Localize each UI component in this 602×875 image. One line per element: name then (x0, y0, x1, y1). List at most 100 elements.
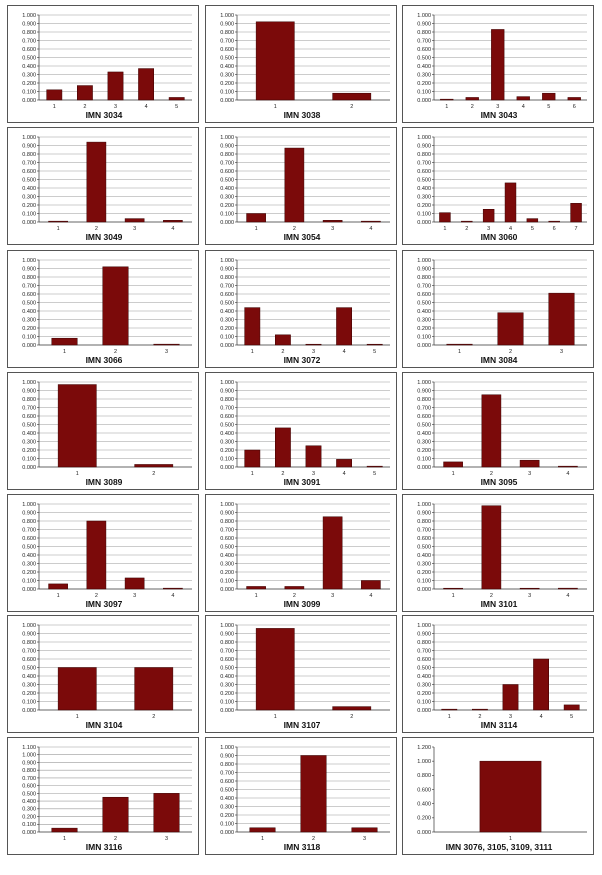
y-tick-label: 0.500 (220, 177, 234, 183)
x-tick-label: 1 (452, 593, 455, 599)
y-tick-label: 0.200 (220, 691, 234, 697)
x-tick-label: 1 (448, 714, 451, 720)
bar (134, 464, 174, 468)
x-tick-label: 2 (83, 104, 86, 110)
bar (558, 465, 578, 468)
y-tick-label: 0.700 (220, 160, 234, 166)
y-tick-label: 0.100 (417, 699, 431, 705)
chart-title: IMN 3049 (86, 232, 123, 242)
bar (366, 343, 383, 346)
bar-chart: 0.000 0.100 0.200 0.300 0.400 0.500 0.600 0.700… (22, 380, 192, 487)
y-tick-label: 0.800 (22, 152, 36, 158)
chart-panel: 0.000 0.100 0.200 0.300 0.400 0.500 0.600 0.700… (205, 127, 397, 245)
bar-chart: 0.000 0.100 0.200 0.300 0.400 0.500 0.600 0.700… (220, 745, 390, 852)
y-tick-label: 0.800 (417, 519, 431, 525)
y-tick-label: 0.200 (417, 570, 431, 576)
y-tick-label: 0.900 (22, 631, 36, 637)
x-tick-label: 3 (133, 593, 136, 599)
bar (244, 449, 261, 468)
bar (491, 29, 505, 101)
x-tick-label: 2 (509, 349, 512, 355)
chart-title: IMN 3095 (481, 477, 518, 487)
bar (305, 343, 322, 346)
y-tick-label: 0.600 (417, 292, 431, 298)
bar-chart: 0.000 0.100 0.200 0.300 0.400 0.500 0.600 0.700… (417, 13, 587, 120)
bar (275, 427, 291, 468)
y-tick-label: 0.500 (220, 665, 234, 671)
bar-chart: 0.000 0.100 0.200 0.300 0.400 0.500 0.600 0.700… (22, 258, 192, 365)
y-tick-label: 0.100 (417, 334, 431, 340)
y-tick-label: 0.900 (220, 266, 234, 272)
y-tick-label: 0.800 (22, 768, 36, 774)
x-tick-label: 2 (471, 104, 474, 110)
y-tick-label: 0.900 (417, 21, 431, 27)
chart-title: IMN 3107 (284, 720, 321, 730)
bar (440, 98, 454, 101)
x-tick-label: 2 (114, 836, 117, 842)
x-tick-label: 4 (369, 593, 372, 599)
y-tick-label: 0.600 (220, 536, 234, 542)
y-tick-label: 1.000 (417, 380, 431, 386)
chart-panel: 0.000 0.100 0.200 0.300 0.400 0.500 0.600 0.700… (7, 5, 199, 123)
x-tick-label: 1 (63, 836, 66, 842)
bar (439, 212, 451, 223)
y-tick-label: 0.200 (220, 81, 234, 87)
bar (570, 203, 582, 223)
bar (48, 220, 68, 223)
x-tick-label: 2 (312, 836, 315, 842)
bar (51, 337, 78, 346)
chart-title: IMN 3114 (481, 720, 518, 730)
y-tick-label: 0.200 (220, 326, 234, 332)
y-tick-label: 0.300 (220, 439, 234, 445)
bar (504, 182, 517, 223)
bar (284, 147, 305, 223)
y-tick-label: 0.500 (220, 544, 234, 550)
bar-chart: 0.000 0.100 0.200 0.300 0.400 0.500 0.600 0.700… (417, 258, 587, 365)
y-tick-label: 0.400 (22, 431, 36, 437)
y-tick-label: 0.900 (417, 510, 431, 516)
y-tick-label: 1.100 (22, 745, 36, 751)
chart-panel: 0.000 0.100 0.200 0.300 0.400 0.500 0.600 0.700… (7, 127, 199, 245)
y-tick-label: 0.100 (220, 699, 234, 705)
y-tick-label: 0.600 (417, 787, 431, 793)
x-tick-label: 4 (522, 104, 525, 110)
y-tick-label: 0.500 (220, 55, 234, 61)
x-tick-label: 5 (373, 349, 376, 355)
bar (138, 68, 154, 101)
y-tick-label: 0.800 (22, 397, 36, 403)
y-tick-label: 0.000 (417, 587, 431, 593)
chart-panel: 0.000 0.100 0.200 0.300 0.400 0.500 0.600 0.700… (7, 615, 199, 733)
chart-panel: 0.000 0.100 0.200 0.300 0.400 0.500 0.600 0.700… (205, 494, 397, 612)
y-tick-label: 0.700 (417, 38, 431, 44)
y-tick-label: 0.800 (417, 397, 431, 403)
bar (102, 266, 129, 346)
bar (542, 92, 556, 101)
y-tick-label: 0.000 (220, 708, 234, 714)
y-tick-label: 0.300 (220, 561, 234, 567)
y-tick-label: 0.300 (22, 439, 36, 445)
bar (361, 580, 381, 590)
bar (300, 755, 327, 833)
y-tick-label: 0.800 (220, 762, 234, 768)
y-tick-label: 0.800 (220, 519, 234, 525)
x-tick-label: 1 (445, 104, 448, 110)
x-tick-label: 1 (63, 349, 66, 355)
bar (502, 684, 519, 711)
y-tick-label: 0.700 (22, 405, 36, 411)
bar (446, 343, 473, 346)
bar (567, 97, 581, 101)
y-tick-label: 0.300 (22, 561, 36, 567)
chart-title: IMN 3104 (86, 720, 123, 730)
bar (168, 97, 185, 101)
y-tick-label: 0.200 (417, 326, 431, 332)
bar (124, 218, 145, 223)
x-tick-label: 3 (528, 471, 531, 477)
bar (336, 307, 352, 346)
bar (163, 587, 183, 590)
x-tick-label: 1 (251, 471, 254, 477)
y-tick-label: 0.300 (22, 72, 36, 78)
x-tick-label: 3 (560, 349, 563, 355)
chart-title: IMN 3043 (481, 110, 518, 120)
y-tick-label: 0.600 (22, 536, 36, 542)
y-tick-label: 0.100 (220, 211, 234, 217)
